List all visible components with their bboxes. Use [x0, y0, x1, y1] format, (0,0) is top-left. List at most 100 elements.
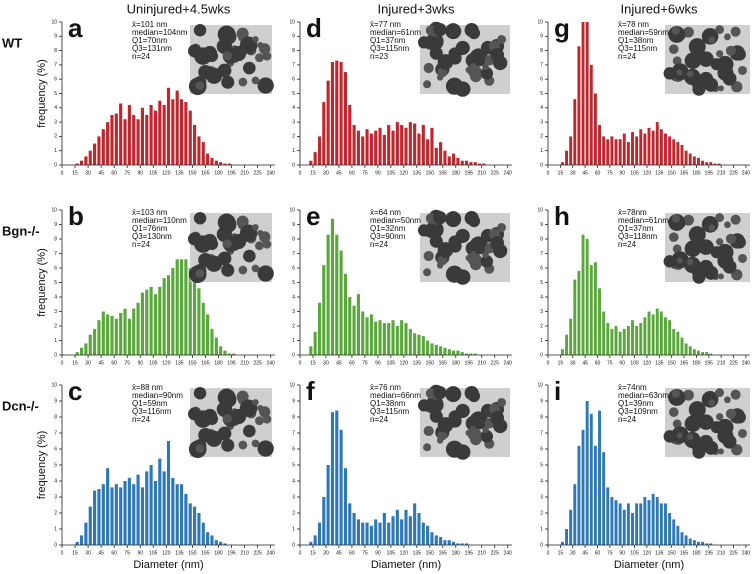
bar — [197, 513, 201, 545]
fibril — [257, 41, 264, 49]
fibril — [238, 440, 248, 450]
bar — [421, 336, 425, 355]
y-tick-label: 3 — [292, 309, 295, 315]
bar — [577, 46, 581, 166]
fibril — [425, 220, 444, 239]
x-tick-label: 105 — [630, 550, 639, 556]
bar — [622, 509, 626, 545]
y-tick-label: 10 — [289, 207, 295, 213]
bar — [391, 130, 395, 165]
x-tick-label: 105 — [630, 360, 639, 366]
bar — [97, 489, 101, 545]
bar — [705, 543, 709, 545]
bar — [313, 331, 317, 355]
stat: median=59nm — [618, 28, 669, 37]
bar — [106, 122, 110, 165]
fibril — [198, 64, 213, 80]
stat: Q3=90nm — [370, 232, 406, 241]
bar — [598, 124, 601, 165]
bar — [158, 286, 162, 355]
bar — [149, 465, 153, 545]
panel-letter: g — [554, 13, 570, 43]
bar — [593, 93, 597, 165]
fibril — [436, 437, 444, 444]
y-tick-label: 3 — [54, 309, 57, 315]
x-tick-label: 30 — [570, 170, 576, 176]
bar — [430, 127, 434, 165]
x-tick-label: 15 — [310, 360, 316, 366]
fibril — [490, 48, 505, 62]
bar — [348, 503, 352, 545]
bar — [672, 139, 676, 165]
x-tick-label: 180 — [214, 170, 223, 176]
y-tick-label: 8 — [54, 236, 57, 242]
bar — [610, 497, 614, 545]
y-tick-label: 0 — [292, 162, 295, 168]
y-tick-label: 0 — [54, 542, 57, 548]
fibril — [437, 242, 454, 258]
fibril — [423, 80, 432, 89]
bar — [75, 163, 79, 165]
fibril — [710, 246, 723, 259]
bar — [672, 519, 676, 545]
x-tick-label: 165 — [680, 170, 689, 176]
fibril — [195, 444, 205, 453]
fibril — [663, 430, 676, 443]
x-tick-label: 150 — [668, 550, 677, 556]
row-label: Bgn-/- — [2, 223, 40, 238]
bar — [326, 80, 330, 165]
bar — [175, 259, 179, 355]
fibril — [251, 264, 260, 273]
bar — [717, 163, 721, 165]
bar — [672, 328, 676, 355]
fibril — [429, 409, 443, 423]
fibril — [445, 440, 464, 458]
y-tick-label: 3 — [540, 309, 543, 315]
panel-letter: d — [306, 13, 322, 43]
fibril — [257, 404, 264, 412]
x-tick-label: 165 — [439, 170, 448, 176]
bar — [709, 543, 713, 545]
bar — [408, 122, 412, 165]
fibril — [455, 40, 470, 56]
y-tick-label: 9 — [54, 222, 57, 228]
y-tick-label: 8 — [54, 414, 57, 420]
bar — [626, 142, 630, 165]
x-tick-label: 180 — [692, 360, 701, 366]
x-tick-label: 165 — [201, 170, 210, 176]
stat: Q3=118nm — [618, 232, 658, 241]
stat: n=24 — [370, 415, 389, 424]
bar — [101, 484, 105, 545]
fibril — [465, 52, 481, 68]
bar — [417, 513, 421, 545]
x-tick-label: 120 — [643, 170, 652, 176]
bar — [664, 133, 667, 165]
y-tick-label: 10 — [537, 207, 543, 213]
bar — [680, 337, 684, 355]
stat: median=66nm — [370, 391, 421, 400]
bar — [158, 100, 162, 165]
bar — [119, 103, 123, 165]
bar — [647, 127, 651, 165]
stat: n=24 — [618, 415, 637, 424]
bar — [206, 532, 210, 545]
y-tick-label: 9 — [292, 222, 295, 228]
fibril — [724, 33, 731, 41]
bar — [705, 352, 709, 355]
bar — [631, 132, 634, 165]
x-tick-label: 225 — [253, 360, 262, 366]
fibril — [425, 32, 444, 51]
fibril — [238, 265, 248, 275]
bar — [482, 163, 486, 165]
row-label: WT — [2, 35, 22, 50]
panel-letter: f — [306, 376, 315, 406]
bar — [127, 318, 131, 355]
stat: Q1=76nm — [132, 224, 168, 233]
bar — [309, 541, 313, 545]
bar — [701, 541, 705, 545]
x-tick-label: 150 — [426, 360, 435, 366]
bar — [114, 318, 118, 355]
stat: x̄=64 nm — [370, 208, 401, 217]
bar — [631, 320, 634, 355]
x-tick-label: 60 — [595, 360, 601, 366]
